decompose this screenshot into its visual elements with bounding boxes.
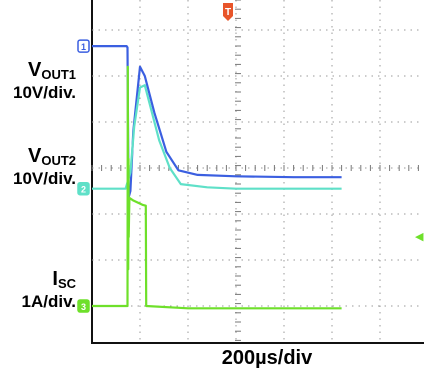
trace-channel-3	[92, 65, 342, 310]
trigger-position-label: T	[225, 7, 231, 18]
timebase-label: 200µs/div	[221, 347, 313, 369]
graticule-frame	[91, 0, 424, 344]
trace-layer	[92, 45, 342, 310]
channel-1-marker: 1	[77, 39, 90, 53]
graticule-grid	[91, 0, 424, 344]
trigger-level-marker: ◀	[415, 230, 424, 243]
trigger-position-marker: T	[223, 3, 233, 21]
marker-layer: 1 2 3 T ◀	[77, 3, 424, 313]
label-isc: ISC 1A/div.	[21, 268, 76, 311]
channel-3-marker: 3	[77, 299, 90, 313]
channel-2-id: 2	[81, 185, 86, 195]
channel-2-marker: 2	[77, 181, 90, 196]
label-vout2: VOUT2 10V/div.	[13, 145, 76, 188]
trace-channel-2	[92, 84, 342, 190]
channel-3-id: 3	[81, 302, 86, 312]
channel-1-id: 1	[81, 42, 86, 52]
label-vout1: VOUT1 10V/div.	[13, 59, 76, 102]
